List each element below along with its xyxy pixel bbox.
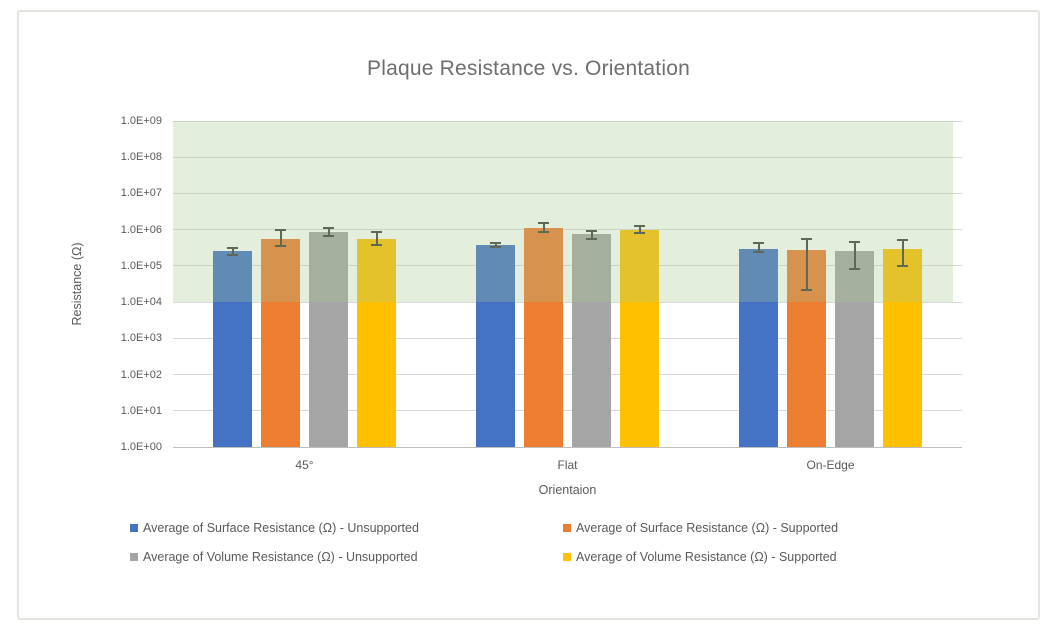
error-bar: [494, 243, 497, 248]
error-bar: [901, 239, 904, 266]
y-tick-label: 1.0E+09: [120, 115, 162, 127]
error-bar-cap: [371, 230, 382, 233]
legend-marker-volume-supported-icon: [563, 553, 571, 561]
y-tick-label: 1.0E+01: [120, 404, 162, 417]
error-bar-cap: [897, 238, 908, 241]
bar-45°-series0: [213, 251, 252, 447]
gridline: [173, 374, 962, 376]
error-bar-cap: [538, 221, 549, 224]
error-bar-cap: [634, 224, 645, 227]
x-axis-line: [173, 447, 962, 448]
legend-label: Average of Surface Resistance (Ω) - Supp…: [576, 521, 839, 535]
legend-marker-surface-unsupported-icon: [130, 524, 138, 532]
legend-item-volume-unsupported: Average of Volume Resistance (Ω) - Unsup…: [130, 550, 418, 564]
error-bar-cap: [801, 288, 812, 291]
y-tick-label: 1.0E+00: [120, 441, 162, 453]
error-bar-cap: [227, 253, 238, 256]
error-bar: [638, 225, 641, 234]
gridline: [173, 265, 962, 267]
bar-45°-series3: [357, 238, 396, 447]
error-bar: [853, 241, 856, 270]
bar-Flat-series1: [524, 228, 563, 447]
error-bar-cap: [227, 246, 238, 249]
error-bar-cap: [538, 230, 549, 233]
x-axis-title: Orientaion: [538, 483, 597, 497]
error-bar-cap: [634, 232, 645, 235]
gridline: [173, 120, 962, 122]
legend-item-surface-unsupported: Average of Surface Resistance (Ω) - Unsu…: [130, 521, 419, 535]
error-bar: [805, 239, 808, 290]
error-bar-cap: [753, 242, 764, 245]
error-bar-cap: [490, 242, 501, 245]
y-tick-label: 1.0E+07: [120, 187, 162, 200]
gridline: [173, 192, 962, 194]
error-bar-cap: [371, 243, 382, 246]
y-tick-label: 1.0E+08: [120, 151, 162, 164]
legend-item-surface-supported: Average of Surface Resistance (Ω) - Supp…: [563, 521, 838, 535]
error-bar: [327, 228, 330, 237]
error-bar-cap: [323, 235, 334, 238]
category-label: Flat: [557, 458, 578, 472]
error-bar: [757, 243, 760, 253]
chart-title: Plaque Resistance vs. Orientation: [367, 57, 690, 80]
y-tick-label: 1.0E+05: [120, 259, 162, 272]
y-tick-label: 1.0E+02: [120, 368, 162, 381]
error-bar-cap: [490, 246, 501, 249]
y-axis-title: Resistance (Ω): [70, 242, 84, 326]
bar-On-Edge-series0: [739, 248, 778, 447]
error-bar-cap: [323, 227, 334, 230]
bar-45°-series1: [261, 238, 300, 447]
category-label: On-Edge: [806, 458, 855, 472]
gridline: [173, 410, 962, 412]
gridline: [173, 156, 962, 158]
error-bar-cap: [849, 240, 860, 243]
error-bar-cap: [801, 238, 812, 241]
bar-45°-series2: [309, 232, 348, 447]
error-bar-cap: [586, 238, 597, 241]
legend-marker-surface-supported-icon: [563, 524, 571, 532]
gridline: [173, 337, 962, 339]
legend-label: Average of Surface Resistance (Ω) - Unsu…: [143, 521, 419, 535]
y-tick-label: 1.0E+06: [120, 223, 162, 236]
gridline: [173, 301, 962, 303]
error-bar-cap: [897, 264, 908, 267]
bar-Flat-series3: [620, 230, 659, 447]
bar-On-Edge-series3: [883, 248, 922, 447]
y-tick-label: 1.0E+03: [120, 332, 162, 345]
error-bar: [542, 222, 545, 232]
error-bar: [375, 231, 378, 245]
y-tick-label: 1.0E+04: [120, 296, 162, 309]
error-bar-cap: [275, 245, 286, 248]
error-bar-cap: [849, 268, 860, 271]
bar-On-Edge-series2: [835, 250, 874, 447]
bar-Flat-series0: [476, 245, 515, 447]
bar-Flat-series2: [572, 234, 611, 447]
gridline: [173, 229, 962, 231]
legend-label: Average of Volume Resistance (Ω) - Suppo…: [576, 550, 837, 564]
legend-item-volume-supported: Average of Volume Resistance (Ω) - Suppo…: [563, 550, 837, 564]
highlight-band: [173, 121, 953, 303]
error-bar: [279, 229, 282, 247]
error-bar: [231, 247, 234, 255]
legend-marker-volume-unsupported-icon: [130, 553, 138, 561]
error-bar: [590, 230, 593, 240]
legend-label: Average of Volume Resistance (Ω) - Unsup…: [143, 550, 418, 564]
error-bar-cap: [753, 251, 764, 254]
category-label: 45°: [295, 458, 314, 472]
error-bar-cap: [275, 228, 286, 231]
error-bar-cap: [586, 229, 597, 232]
